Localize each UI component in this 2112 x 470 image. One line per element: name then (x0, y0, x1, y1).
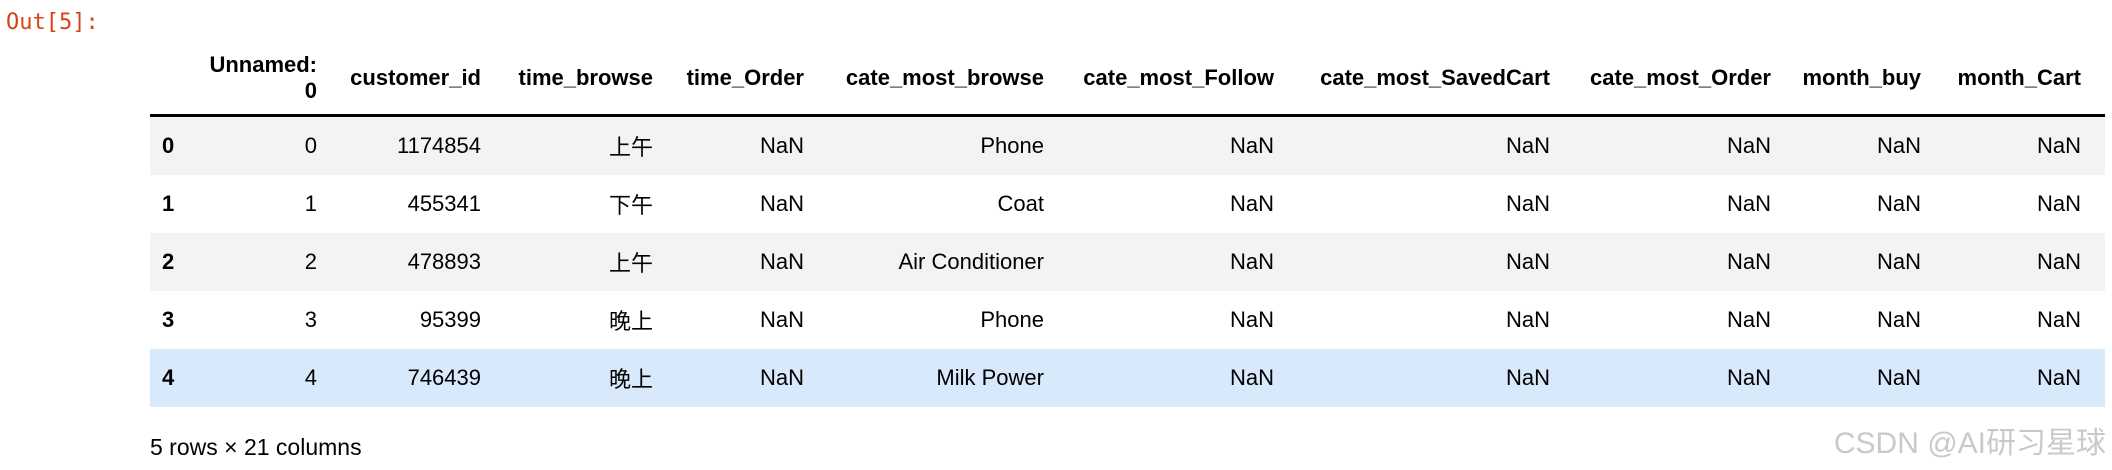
column-header-text: cate_most_browse (845, 65, 1044, 90)
column-header-text: time_browse (518, 65, 654, 90)
table-cell: NaN (1726, 191, 1771, 216)
column-header: month_Cart (1945, 42, 2105, 117)
table-cell: Air Conditioner (898, 249, 1044, 274)
column-header-text: cate_most_Order (1590, 65, 1771, 90)
index-header (150, 42, 206, 117)
table-cell: NaN (1505, 307, 1550, 332)
table-cell: Phone (980, 133, 1044, 158)
table-cell: NaN (759, 307, 804, 332)
table-cell: 晚上 (608, 367, 653, 392)
table-cell: 下午 (608, 193, 653, 218)
table-row: 0 0 1174854 上午 NaN Phone NaN NaN NaN NaN NaN (150, 115, 2105, 175)
table-cell: 上午 (608, 135, 653, 160)
table-cell: NaN (759, 249, 804, 274)
row-index: 0 (162, 133, 175, 158)
table-cell: NaN (1229, 249, 1274, 274)
table-cell: 上午 (608, 251, 653, 276)
column-header: cate_most_browse (828, 42, 1068, 117)
row-index: 4 (162, 365, 175, 390)
table-cell: Phone (980, 307, 1044, 332)
table-cell: NaN (1876, 307, 1921, 332)
table-row: 1 1 455341 下午 NaN Coat NaN NaN NaN NaN NaN (150, 175, 2105, 233)
table-cell: 95399 (419, 307, 481, 332)
table-cell: NaN (1505, 133, 1550, 158)
table-cell: NaN (1229, 365, 1274, 390)
table-cell: NaN (1726, 133, 1771, 158)
table-cell: NaN (1726, 249, 1771, 274)
column-header: month_buy (1795, 42, 1945, 117)
column-header-text: Unnamed: (209, 52, 317, 77)
table-cell: 1 (304, 191, 317, 216)
column-header: cate_most_Follow (1068, 42, 1298, 117)
table-cell: NaN (2036, 133, 2081, 158)
row-index: 2 (162, 249, 175, 274)
table-cell: Milk Power (936, 365, 1044, 390)
table-row: 3 3 95399 晚上 NaN Phone NaN NaN NaN NaN NaN (150, 291, 2105, 349)
table-cell: NaN (1229, 307, 1274, 332)
column-header: time_Order (677, 42, 828, 117)
table-cell: NaN (1726, 365, 1771, 390)
table-cell: 2 (304, 249, 317, 274)
table-cell: NaN (1876, 249, 1921, 274)
table-row: 4 4 746439 晚上 NaN Milk Power NaN NaN NaN NaN NaN (150, 349, 2105, 407)
column-header-text: 0 (304, 78, 317, 103)
column-header: Unnamed: 0 (206, 42, 341, 117)
column-header-text: month_Cart (1957, 65, 2081, 90)
table-cell: NaN (759, 191, 804, 216)
table-cell: NaN (1229, 133, 1274, 158)
table-cell: 3 (304, 307, 317, 332)
table-cell: 1174854 (396, 133, 481, 158)
row-index: 1 (162, 191, 175, 216)
row-index: 3 (162, 307, 175, 332)
table-cell: 0 (304, 133, 317, 158)
table-cell: NaN (1876, 365, 1921, 390)
column-header-text: cate_most_Follow (1083, 65, 1274, 90)
table-cell: NaN (759, 365, 804, 390)
table-cell: NaN (1876, 191, 1921, 216)
column-header: cate_most_SavedCart (1298, 42, 1574, 117)
table-cell: NaN (1229, 191, 1274, 216)
table-cell: NaN (1726, 307, 1771, 332)
table-cell: NaN (2036, 307, 2081, 332)
header-row: Unnamed: 0 customer_id time_browse time_Orde… (150, 42, 2105, 117)
column-header: cate_most_Order (1574, 42, 1795, 117)
table-row: 2 2 478893 上午 NaN Air Conditioner NaN NaN NaN NaN… (150, 233, 2105, 291)
table-cell: NaN (759, 133, 804, 158)
watermark: CSDN @AI研习星球 (1833, 427, 2106, 460)
table-cell: 晚上 (608, 309, 653, 334)
table-cell: 455341 (407, 191, 481, 216)
shape-summary: 5 rows × 21 columns (150, 434, 362, 460)
table-cell: 478893 (407, 249, 481, 274)
column-header: customer_id (341, 42, 505, 117)
table-cell: 4 (304, 365, 317, 390)
column-header-text: cate_most_SavedCart (1320, 65, 1550, 90)
table-cell: Coat (997, 191, 1044, 216)
table-cell: NaN (2036, 249, 2081, 274)
table-cell: NaN (2036, 365, 2081, 390)
column-header-text: month_buy (1802, 65, 1921, 90)
table-cell: NaN (1876, 133, 1921, 158)
table-cell: 746439 (407, 365, 481, 390)
table-cell: NaN (1505, 191, 1550, 216)
table-cell: NaN (1505, 365, 1550, 390)
column-header-text: customer_id (350, 65, 481, 90)
column-header: time_browse (505, 42, 677, 117)
column-header-text: time_Order (686, 65, 804, 90)
dataframe-table: Unnamed: 0 customer_id time_browse time_Orde… (150, 42, 2105, 407)
table-cell: NaN (1505, 249, 1550, 274)
output-prompt: Out[5]: (6, 10, 99, 35)
table-cell: NaN (2036, 191, 2081, 216)
